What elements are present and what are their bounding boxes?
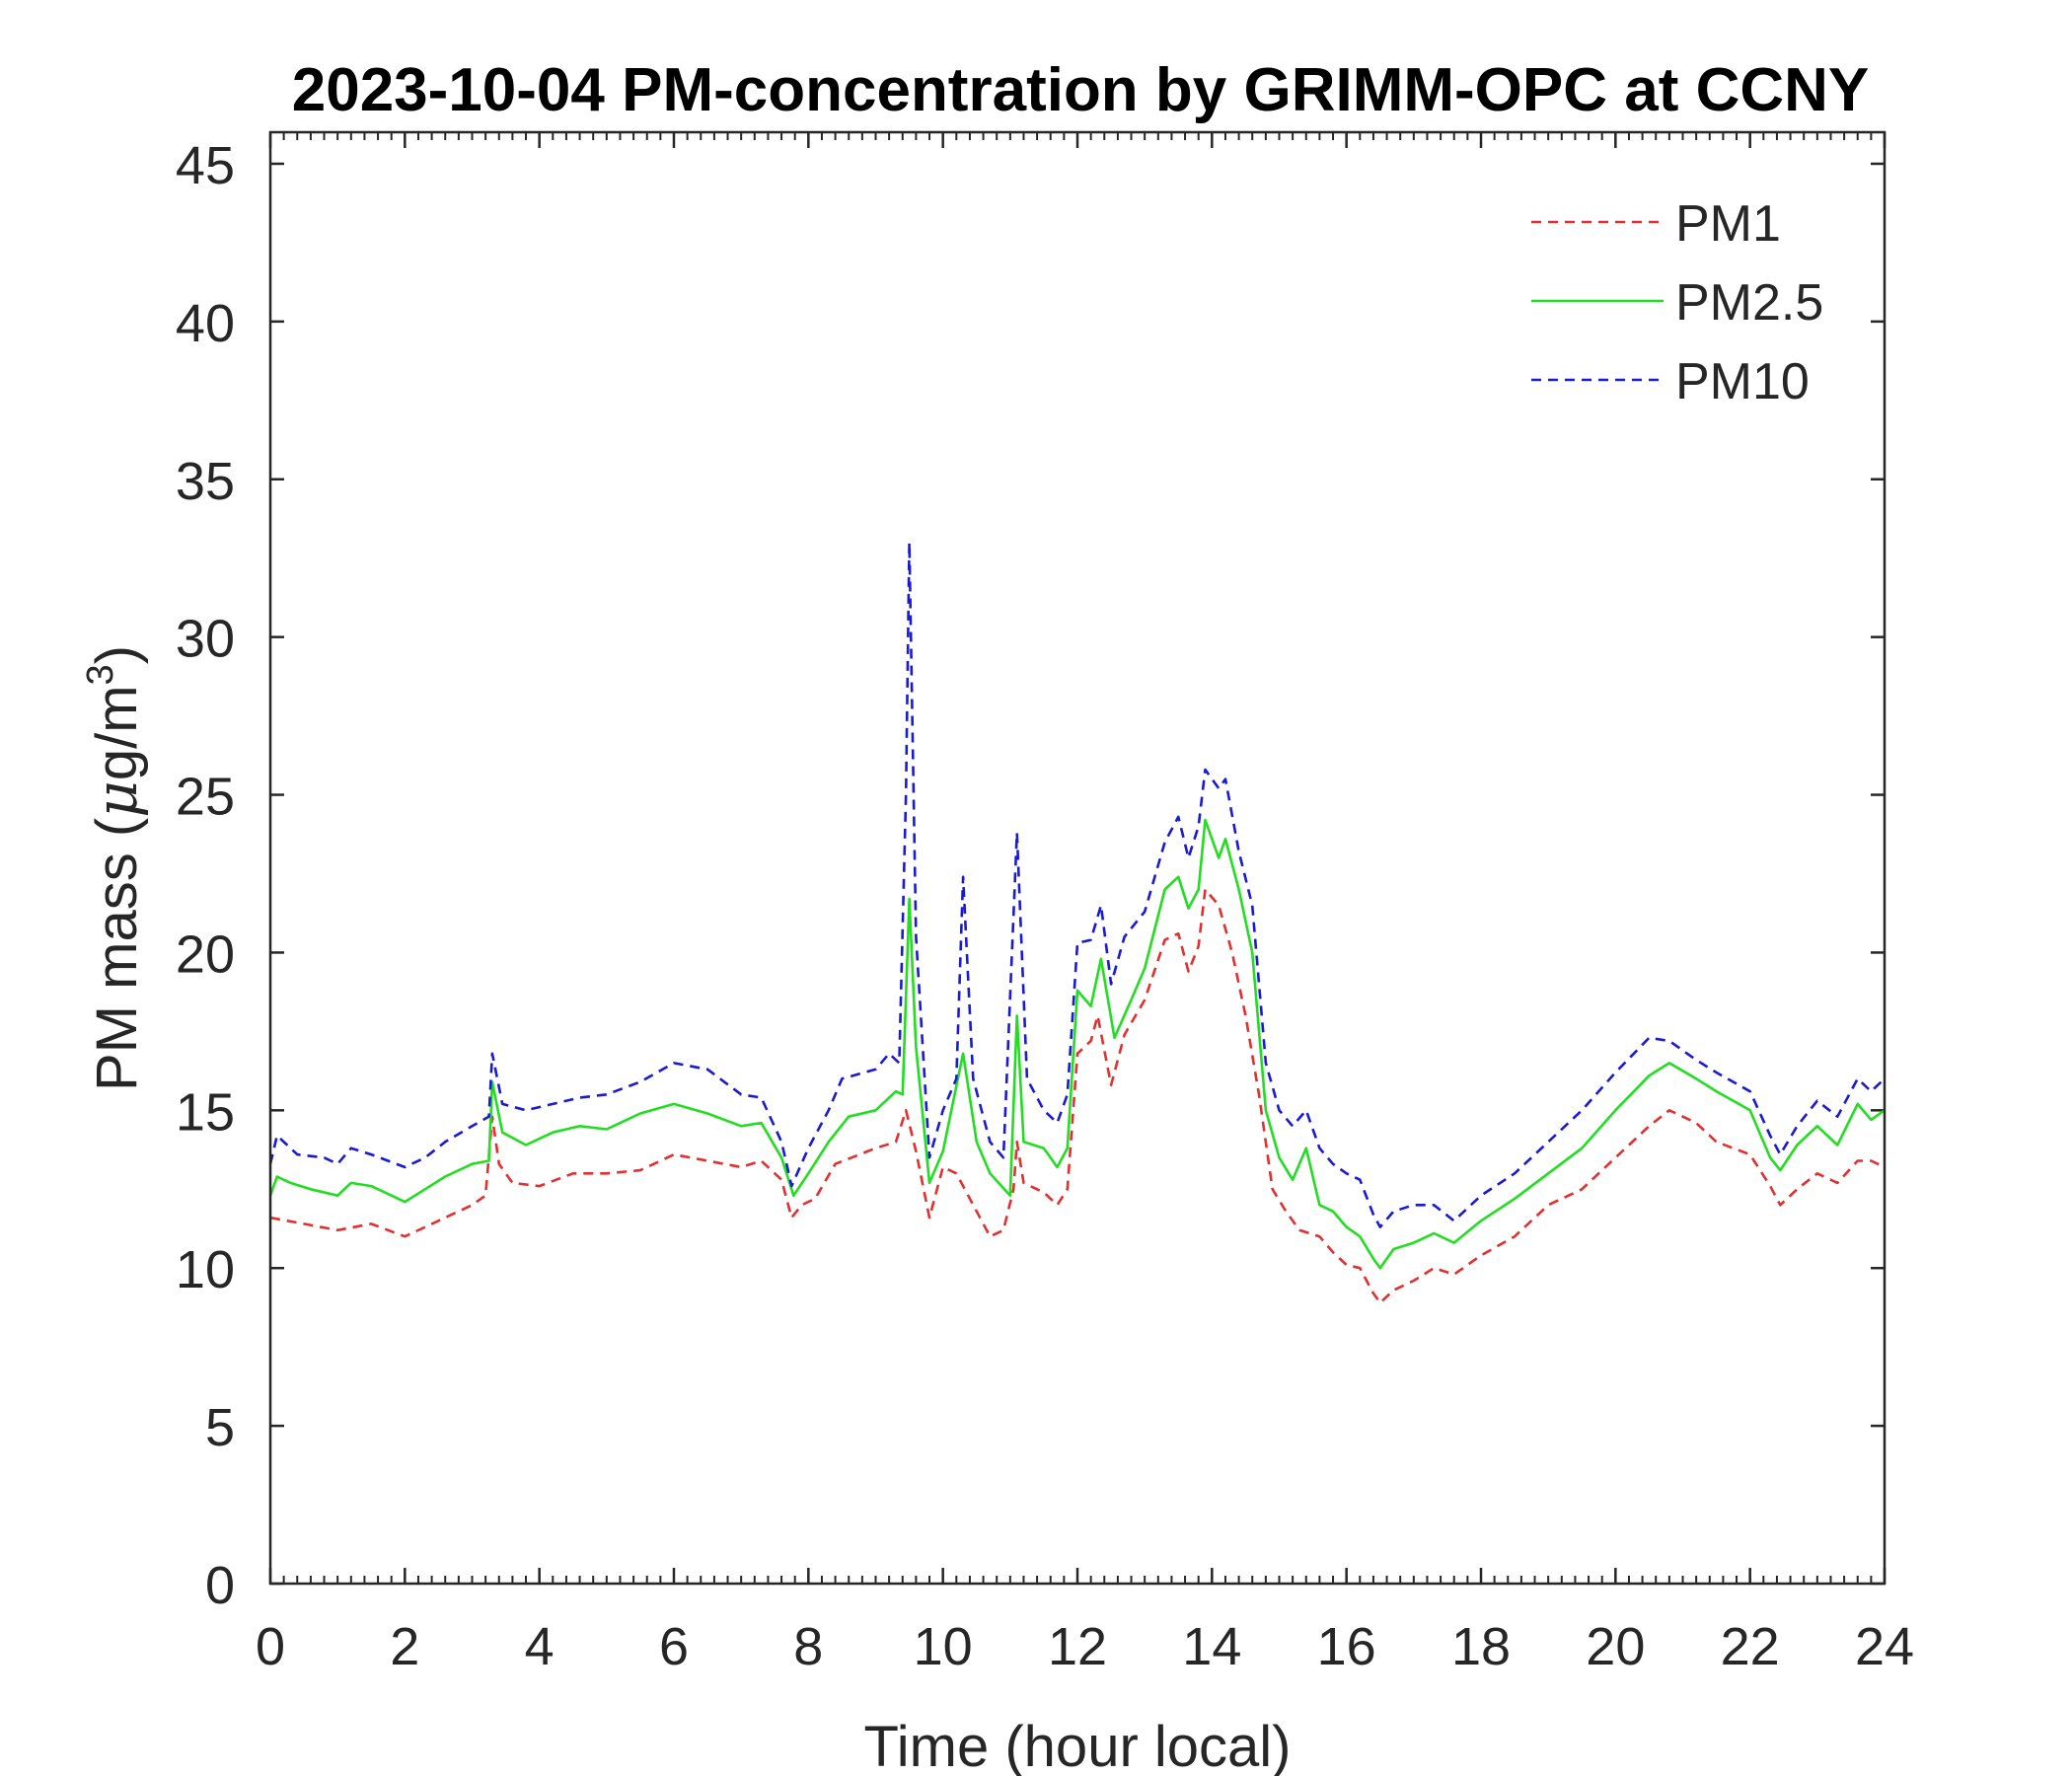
y-tick-label: 35 bbox=[176, 452, 235, 511]
x-tick-label: 6 bbox=[659, 1617, 689, 1676]
y-tick-label: 0 bbox=[205, 1556, 235, 1615]
x-tick-label: 4 bbox=[525, 1617, 555, 1676]
y-axis-label-unit: g/m bbox=[85, 685, 149, 780]
axis-ticks bbox=[268, 132, 1887, 1586]
x-tick-label: 2 bbox=[390, 1617, 419, 1676]
x-axis-label: Time (hour local) bbox=[864, 1715, 1292, 1776]
y-axis-label-prefix: PM mass ( bbox=[85, 818, 149, 1091]
chart-title: 2023-10-04 PM-concentration by GRIMM-OPC… bbox=[292, 56, 1870, 124]
x-tick-label: 24 bbox=[1855, 1617, 1914, 1676]
x-tick-label: 16 bbox=[1317, 1617, 1376, 1676]
y-tick-label: 45 bbox=[176, 136, 235, 195]
y-tick-label: 20 bbox=[176, 925, 235, 984]
y-tick-label: 30 bbox=[176, 610, 235, 669]
x-tick-label: 20 bbox=[1586, 1617, 1645, 1676]
y-tick-label: 5 bbox=[205, 1398, 235, 1457]
series-line-pm25 bbox=[268, 818, 1886, 1270]
legend-label: PM10 bbox=[1675, 353, 1810, 410]
y-tick-label: 25 bbox=[176, 768, 235, 827]
x-tick-label: 22 bbox=[1721, 1617, 1780, 1676]
plot-frame bbox=[268, 130, 1887, 1586]
y-axis-label: PM mass (μg/m3) bbox=[80, 645, 150, 1091]
legend: PM1 PM2.5 PM10 bbox=[1531, 195, 1823, 410]
y-axis-label-mu: μ bbox=[83, 780, 150, 818]
y-axis-label-suffix: ) bbox=[85, 645, 149, 664]
x-tick-label: 0 bbox=[256, 1617, 285, 1676]
y-tick-label: 40 bbox=[176, 294, 235, 353]
y-axis-label-superscript: 3 bbox=[80, 664, 121, 685]
series-lines bbox=[268, 541, 1886, 1304]
plot-area bbox=[270, 132, 1885, 1584]
x-tick-label: 14 bbox=[1182, 1617, 1241, 1676]
x-tick-label: 12 bbox=[1048, 1617, 1107, 1676]
x-tick-label: 10 bbox=[914, 1617, 973, 1676]
x-tick-label: 8 bbox=[793, 1617, 823, 1676]
legend-label: PM2.5 bbox=[1675, 274, 1823, 332]
series-line-pm10 bbox=[268, 541, 1886, 1228]
x-tick-label: 18 bbox=[1451, 1617, 1511, 1676]
y-tick-label: 15 bbox=[176, 1082, 235, 1142]
y-tick-label: 10 bbox=[176, 1240, 235, 1299]
legend-label: PM1 bbox=[1675, 195, 1781, 253]
